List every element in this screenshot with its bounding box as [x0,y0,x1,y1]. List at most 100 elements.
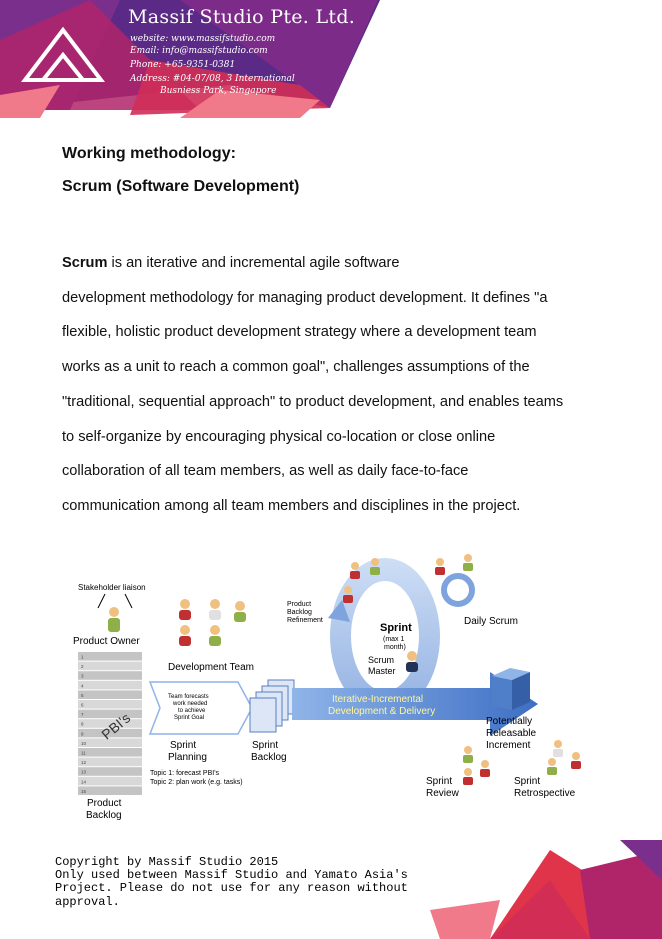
usage-line: Project. Please do not use for any reaso… [55,881,408,896]
iterative-delivery-arrow [292,672,538,736]
sprint-review-label-1: Sprint [426,776,452,787]
stakeholder-label: Stakeholder liaison [78,583,146,592]
backlog-row [78,738,142,747]
forecast-text-4: Sprint Goal [174,715,204,721]
iterative-label-2: Development & Delivery [328,706,435,717]
scrum-master-label-2: Master [368,666,396,676]
company-email[interactable]: Email: info@massifstudio.com [130,46,268,56]
backlog-row-number: 10 [81,741,87,746]
scrum-process-diagram: Stakeholder liaison Product Owner 1 2 3 4 5 6… [73,554,581,821]
product-owner-person-icon [108,607,120,632]
increment-cube-icon [492,668,530,710]
increment-label-3: Increment [486,740,531,751]
paragraph-line: "traditional, sequential approach" to pr… [62,393,564,410]
company-name: Massif Studio Pte. Ltd. [128,6,356,28]
sprint-max-1: (max 1 [383,636,405,643]
development-team-label: Development Team [168,662,254,673]
backlog-row [78,757,142,767]
stakeholder-arrow-left [97,593,106,609]
sprint-retrospective-label-1: Sprint [514,776,540,787]
backlog-row-number: 2 [81,664,84,669]
team-cluster-icon [343,554,473,603]
scrum-term: Scrum [62,255,108,271]
paragraph-line: development methodology for managing pro… [62,289,548,306]
backlog-row-number: 8 [81,722,84,727]
iterative-label-1: Iterative-Incremental [332,694,423,705]
backlog-row [78,748,142,757]
backlog-row [78,709,142,719]
paragraph-line: communication among all team members and… [62,497,521,514]
scrum-heading: Scrum (Software Development) [62,178,300,195]
topic1-label: Topic 1: forecast PBI's [150,770,220,777]
scrum-description: Scrum is an iterative and incremental ag… [62,246,622,524]
daily-scrum-cycle-icon [441,573,475,607]
refinement-label-2: Backlog [287,609,312,616]
paragraph-text: is an iterative and incremental agile so… [107,255,400,271]
sprint-retrospective-label-2: Retrospective [514,788,576,799]
scrum-master-label-1: Scrum [368,655,394,665]
backlog-row [78,690,142,699]
sprint-review-team-icon [463,746,490,785]
sprint-review-label-2: Review [426,788,460,799]
backlog-row [78,728,142,738]
sprint-max-2: month) [384,644,406,651]
paragraph-line: works as a unit to reach a common goal",… [62,359,530,376]
backlog-row [78,776,142,786]
company-website[interactable]: website: www.massifstudio.com [130,34,276,44]
stakeholder-arrow-right [124,593,133,609]
sprint-backlog-label-1: Sprint [252,740,278,751]
methodology-heading: Working methodology: [62,145,236,162]
increment-label-1: Potentially [486,716,532,727]
forecast-text-3: to achieve [178,708,206,714]
backlog-row [78,652,142,661]
backlog-row-number: 14 [81,779,87,784]
usage-line: Only used between Massif Studio and Yama… [55,868,408,883]
backlog-row-number: 13 [81,770,87,775]
sprint-backlog-stack-icon [249,679,295,733]
company-address-line1: Address: #04-07/08, 3 International [130,74,295,84]
refinement-label-3: Refinement [287,617,323,624]
product-backlog-label-1: Product [87,798,122,809]
backlog-row-number: 6 [81,703,84,708]
backlog-row [78,719,142,728]
backlog-row [78,767,142,776]
paragraph-line: to self-organize by encouraging physical… [62,428,496,445]
sprint-cycle-arrows [328,558,440,714]
backlog-row-number: 5 [81,693,84,698]
increment-label-2: Releasable [486,728,536,739]
backlog-row [78,700,142,709]
copyright-line: Copyright by Massif Studio 2015 [55,855,279,869]
company-phone: Phone: +65-9351-0381 [130,60,236,70]
backlog-row-number: 9 [81,731,84,736]
backlog-row-number: 4 [81,683,84,688]
copyright-notice: Copyright by Massif Studio 2015 Only use… [55,855,408,909]
sprint-planning-label-1: Sprint [170,740,196,751]
topic2-label: Topic 2: plan work (e.g. tasks) [150,779,243,786]
usage-line: approval. [55,894,120,909]
paragraph-line: Scrum is an iterative and incremental ag… [62,246,622,281]
paragraph-line: collaboration of all team members, as we… [62,463,469,480]
daily-scrum-label: Daily Scrum [464,616,518,627]
backlog-row [78,661,142,671]
sprint-label: Sprint [380,622,412,634]
header-banner [0,0,380,118]
backlog-row [78,786,142,795]
product-owner-label: Product Owner [73,636,140,647]
backlog-row-number: 15 [81,789,87,794]
sprint-backlog-label-2: Backlog [251,752,287,763]
sprint-planning-chevron [148,681,253,735]
backlog-row-number: 3 [81,674,84,679]
footer-decoration [430,840,662,939]
backlog-row [78,680,142,690]
backlog-row-number: 1 [81,655,84,660]
company-address-line2: Busniess Park, Singapore [160,86,277,96]
mountain-triangle-logo [20,26,106,82]
backlog-row-number: 7 [81,712,84,717]
scrum-master-person-icon [406,651,418,672]
forecast-text-2: work needed [172,701,207,707]
product-backlog-label-2: Backlog [86,810,122,821]
backlog-row-number: 11 [81,751,86,756]
development-team-icon [179,599,246,646]
sprint-retrospective-team-icon [547,740,581,775]
